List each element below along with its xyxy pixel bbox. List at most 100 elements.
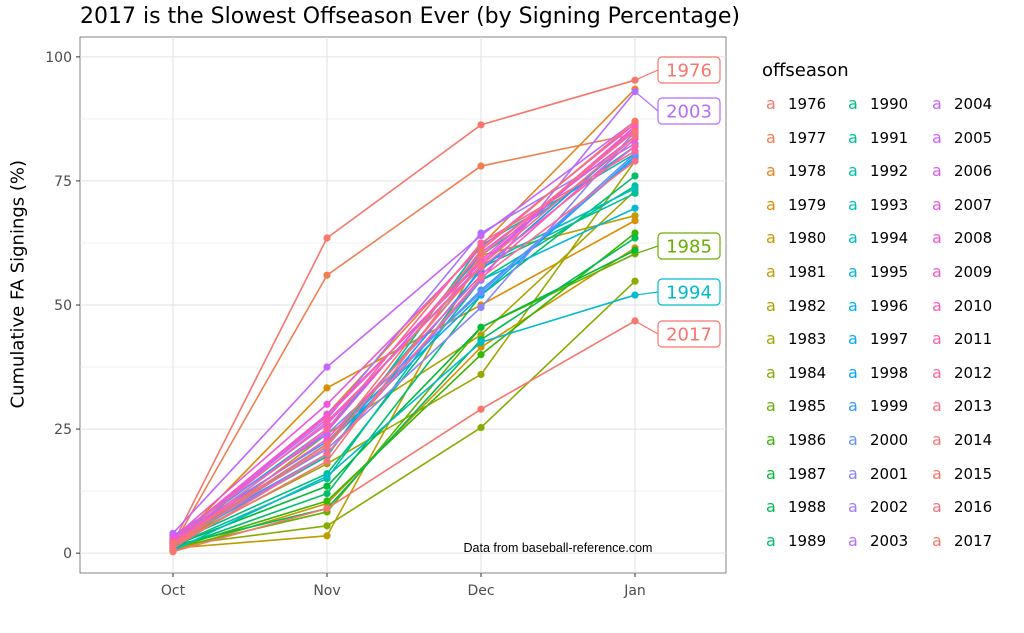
legend-item-2017: a 2017 bbox=[932, 531, 992, 550]
legend-label: 1994 bbox=[870, 229, 909, 248]
series-line bbox=[172, 135, 636, 547]
legend-label: 1983 bbox=[788, 330, 827, 349]
legend-key: a bbox=[766, 463, 776, 483]
legend-key: a bbox=[848, 94, 858, 113]
data-point bbox=[323, 489, 331, 498]
data-point bbox=[631, 246, 639, 255]
data-point bbox=[323, 413, 331, 421]
legend-key: a bbox=[932, 94, 942, 113]
series-line bbox=[172, 145, 636, 544]
legend-key: a bbox=[932, 127, 942, 147]
data-point bbox=[323, 384, 331, 392]
data-point bbox=[323, 363, 331, 371]
series-line bbox=[172, 79, 636, 544]
legend-label: 1987 bbox=[788, 464, 827, 483]
legend-item-1992: a 1992 bbox=[848, 161, 908, 180]
legend-label: 1982 bbox=[788, 296, 827, 315]
legend-key: a bbox=[766, 228, 776, 248]
legend-label: 2015 bbox=[954, 464, 993, 483]
data-point bbox=[169, 542, 177, 550]
series-line bbox=[172, 232, 636, 549]
legend-item-2008: a 2008 bbox=[932, 228, 992, 247]
legend-label: 1997 bbox=[870, 330, 909, 349]
legend-item-1978: a 1978 bbox=[766, 161, 826, 180]
data-point bbox=[631, 234, 639, 242]
legend-key: a bbox=[848, 329, 858, 349]
legend-label: 1985 bbox=[788, 397, 827, 416]
legend-item-1994: a 1994 bbox=[848, 228, 908, 247]
legend-item-2005: a 2005 bbox=[932, 128, 992, 147]
legend-label: 1979 bbox=[788, 195, 827, 214]
legend-key: a bbox=[848, 430, 858, 449]
annotation-label: 1985 bbox=[666, 237, 712, 258]
legend-label: 1978 bbox=[788, 162, 827, 181]
legend-key: a bbox=[848, 127, 858, 147]
data-point bbox=[323, 497, 331, 505]
legend-item-1991: a 1991 bbox=[848, 128, 908, 147]
data-point bbox=[477, 288, 485, 297]
y-tick-label: 75 bbox=[54, 174, 72, 190]
legend-key: a bbox=[766, 161, 776, 181]
legend-key: a bbox=[766, 362, 776, 382]
legend-item-1981: a 1981 bbox=[766, 262, 826, 281]
legend-item-1980: a 1980 bbox=[766, 228, 826, 247]
legend-label: 2005 bbox=[954, 128, 993, 147]
data-point bbox=[477, 423, 485, 432]
legend-item-2009: a 2009 bbox=[932, 262, 992, 281]
legend-key: a bbox=[848, 228, 858, 248]
series-2012 bbox=[169, 147, 639, 550]
legend-label: 1999 bbox=[870, 397, 909, 416]
legend-key: a bbox=[766, 94, 776, 113]
legend-item-2002: a 2002 bbox=[848, 497, 908, 516]
legend-key: a bbox=[932, 194, 942, 214]
legend-item-2004: a 2004 bbox=[932, 94, 992, 113]
legend-key: a bbox=[848, 295, 858, 315]
legend-key: a bbox=[932, 362, 942, 382]
legend-item-2010: a 2010 bbox=[932, 296, 992, 315]
legend-item-1977: a 1977 bbox=[766, 128, 826, 147]
legend-key: a bbox=[766, 396, 776, 416]
data-point bbox=[477, 274, 485, 282]
legend-item-2014: a 2014 bbox=[932, 430, 992, 449]
series-line bbox=[172, 135, 636, 542]
series-line bbox=[172, 192, 636, 547]
legend-label: 2007 bbox=[954, 195, 993, 214]
legend-item-1979: a 1979 bbox=[766, 195, 826, 214]
legend-key: a bbox=[766, 329, 776, 349]
data-point bbox=[477, 162, 485, 170]
data-point bbox=[323, 472, 331, 480]
annotation-leader bbox=[634, 320, 659, 335]
legend-label: 2002 bbox=[870, 498, 909, 517]
annotation-1976: 1976 bbox=[634, 56, 721, 84]
legend-label: 1990 bbox=[870, 95, 909, 113]
data-point bbox=[631, 117, 639, 125]
x-tick-label: Dec bbox=[467, 583, 494, 599]
annotation-2003: 2003 bbox=[634, 91, 721, 125]
series-1984 bbox=[169, 277, 639, 550]
data-point bbox=[323, 271, 331, 279]
series-line bbox=[172, 120, 636, 544]
annotation-leader bbox=[634, 69, 659, 81]
legend-label: 2008 bbox=[954, 229, 993, 248]
legend-item-2012: a 2012 bbox=[932, 363, 992, 382]
legend-key: a bbox=[766, 497, 776, 517]
data-point bbox=[631, 172, 639, 180]
series-line bbox=[172, 320, 636, 553]
series-line bbox=[172, 175, 636, 549]
legend-item-1983: a 1983 bbox=[766, 329, 826, 348]
legend-item-2015: a 2015 bbox=[932, 464, 992, 483]
legend-key: a bbox=[932, 161, 942, 181]
data-point bbox=[323, 442, 331, 451]
y-tick-label: 50 bbox=[54, 298, 72, 314]
legend-item-1976: a 1976 bbox=[766, 94, 826, 113]
legend-key: a bbox=[766, 127, 776, 147]
annotation-label: 2017 bbox=[666, 325, 712, 346]
legend-item-1987: a 1987 bbox=[766, 464, 826, 483]
data-point bbox=[323, 482, 331, 490]
legend-label: 2009 bbox=[954, 263, 993, 281]
data-point bbox=[477, 323, 485, 331]
legend-item-2001: a 2001 bbox=[848, 464, 908, 483]
legend-label: 2017 bbox=[954, 531, 993, 550]
legend-label: 1989 bbox=[788, 531, 827, 550]
legend-key: a bbox=[848, 362, 858, 382]
